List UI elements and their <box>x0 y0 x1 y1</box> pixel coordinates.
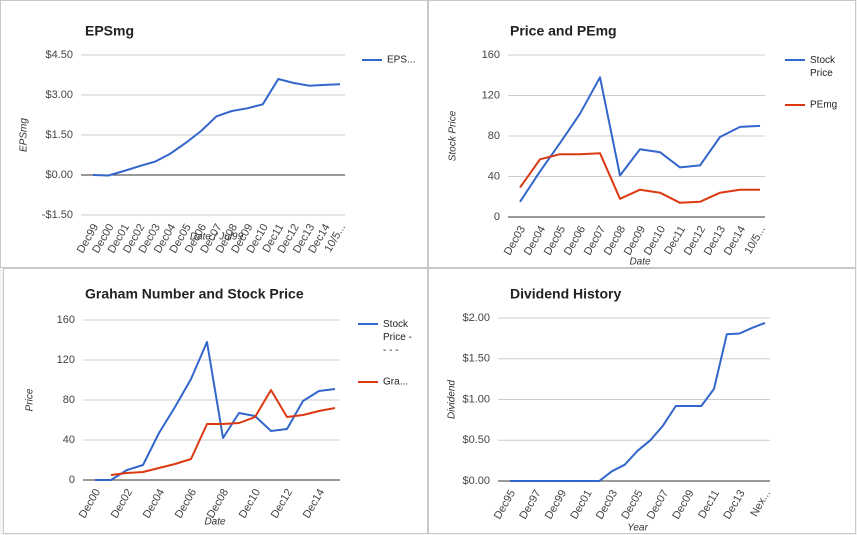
y-tick-label: $1.00 <box>462 393 490 405</box>
y-tick-label: $4.50 <box>45 49 73 61</box>
y-axis-label: Price <box>25 388 36 411</box>
series-line <box>519 152 760 204</box>
legend-label: PEmg <box>810 100 837 111</box>
panel <box>428 268 856 534</box>
series-line <box>92 78 341 177</box>
panel <box>428 0 856 268</box>
legend-label: Stock Price <box>810 55 836 79</box>
y-tick-label: $0.50 <box>462 434 490 446</box>
y-tick-label: 40 <box>488 170 500 182</box>
y-tick-label: 120 <box>57 354 75 366</box>
legend-label: EPS... <box>387 55 415 66</box>
chart-title: Dividend History <box>510 286 621 302</box>
chart-title: Price and PEmg <box>510 23 617 39</box>
y-tick-label: $0.00 <box>45 169 73 181</box>
y-tick-label: 40 <box>63 434 75 446</box>
x-axis-label: Date <box>629 257 651 268</box>
x-axis-label: Date / Jul99 <box>190 232 244 243</box>
chart-title: Graham Number and Stock Price <box>85 286 304 302</box>
y-tick-label: $1.50 <box>45 129 73 141</box>
y-axis-label: EPSmg <box>19 118 30 152</box>
y-tick-label: -$1.50 <box>42 209 73 221</box>
y-axis-label: Dividend <box>447 380 458 419</box>
series-line <box>510 321 766 482</box>
chart-title: EPSmg <box>85 23 134 39</box>
x-axis-label: Year <box>627 523 648 534</box>
y-tick-label: 0 <box>69 474 75 486</box>
y-tick-label: 160 <box>482 49 500 61</box>
y-tick-label: 80 <box>488 130 500 142</box>
y-tick-label: 0 <box>494 211 500 223</box>
y-tick-label: $2.00 <box>462 312 490 324</box>
y-tick-label: $3.00 <box>45 89 73 101</box>
y-tick-label: $1.50 <box>462 353 490 365</box>
legend-label: Stock Price -- - - <box>383 319 412 356</box>
series-line <box>519 76 761 203</box>
panel <box>0 0 428 268</box>
y-tick-label: 160 <box>57 314 75 326</box>
y-tick-label: $0.00 <box>462 475 490 487</box>
y-tick-label: 80 <box>63 394 75 406</box>
y-tick-label: 120 <box>482 89 500 101</box>
panel <box>3 268 428 534</box>
series-line <box>110 389 336 476</box>
y-axis-label: Stock Price <box>448 110 459 161</box>
x-axis-label: Date <box>204 517 226 528</box>
legend-label: Gra... <box>383 377 408 388</box>
